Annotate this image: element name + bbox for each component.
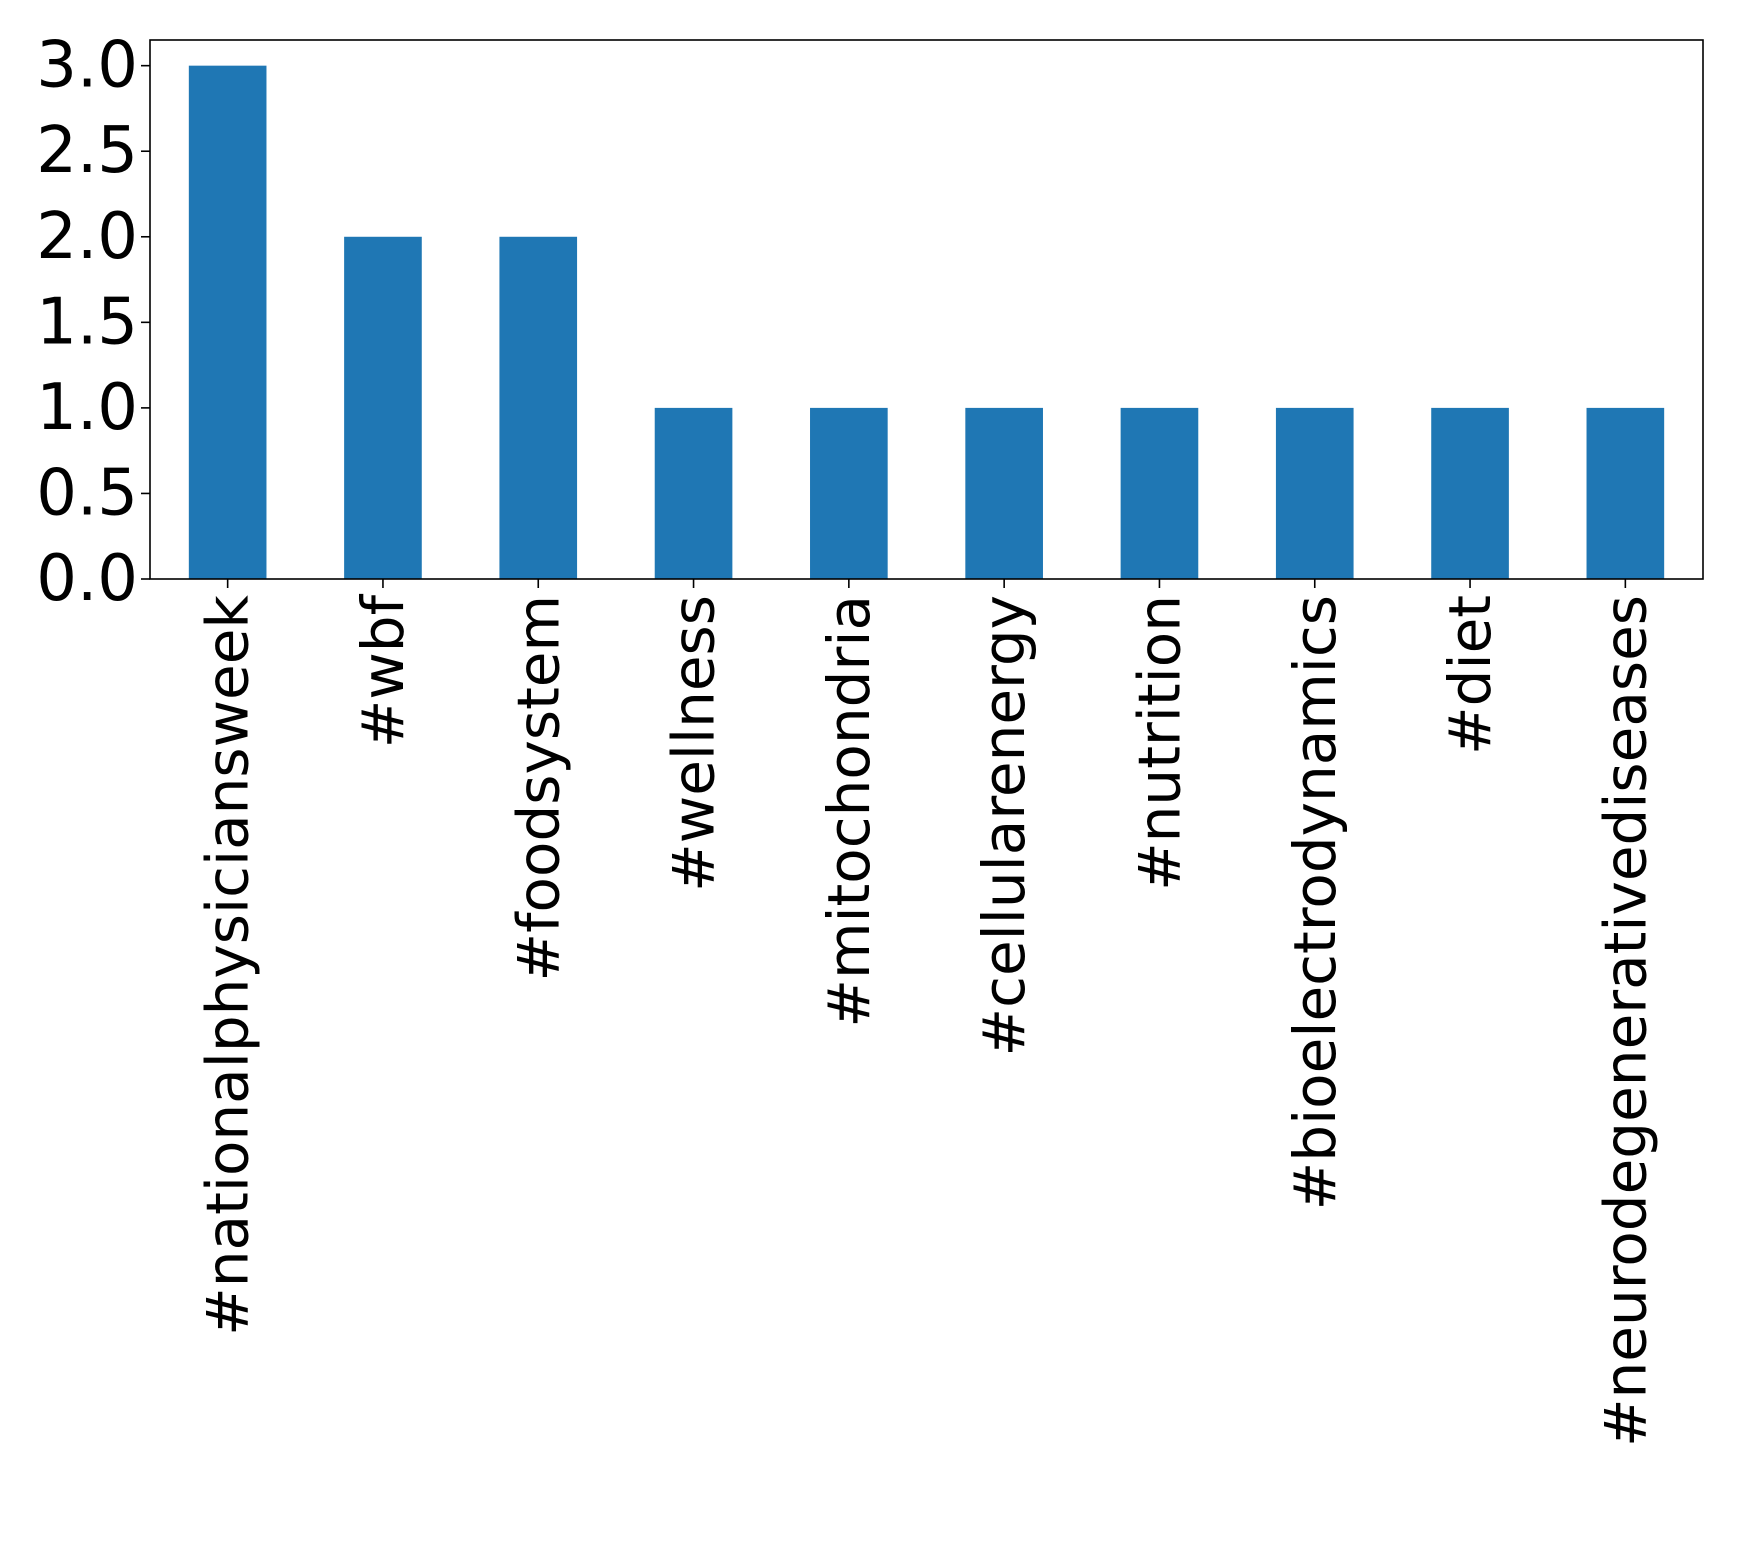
y-tick-label: 0.5	[36, 456, 138, 530]
bar-8	[1431, 407, 1509, 579]
x-tick-label: #mitochondria	[815, 595, 883, 1028]
y-tick-label: 2.5	[36, 114, 138, 188]
bar-5	[965, 407, 1043, 579]
y-tick-label: 2.0	[36, 200, 138, 274]
bars-layer	[188, 65, 1665, 579]
bar-4	[810, 407, 888, 579]
y-tick-label: 3.0	[36, 29, 138, 103]
bar-1	[344, 236, 422, 579]
bar-9	[1586, 407, 1665, 579]
bar-3	[654, 407, 733, 579]
x-tick-label: #nutrition	[1125, 595, 1193, 891]
y-tick-label: 0.0	[36, 542, 138, 616]
bar-6	[1120, 407, 1199, 579]
x-tick-label: #wellness	[660, 595, 728, 892]
bar-7	[1275, 407, 1354, 579]
x-axis: #nationalphysiciansweek #wbf #foodsystem #w…	[194, 579, 1659, 1447]
x-tick-label: #bioelectrodynamics	[1281, 595, 1349, 1210]
bar-0	[188, 65, 267, 579]
x-tick-label: #wbf	[349, 593, 417, 748]
bar-2	[499, 236, 578, 579]
x-tick-label: #foodsystem	[504, 595, 572, 982]
plot-area-frame	[149, 39, 1704, 580]
x-tick-label: #nationalphysiciansweek	[194, 595, 262, 1336]
y-axis: 0.0 0.5 1.0 1.5 2.0 2.5 3.0	[36, 29, 150, 616]
y-tick-label: 1.0	[36, 371, 138, 445]
x-tick-label: #neurodegenerativediseases	[1591, 595, 1659, 1447]
x-tick-label: #cellularenergy	[970, 595, 1038, 1056]
y-tick-label: 1.5	[36, 285, 138, 359]
x-tick-label: #diet	[1436, 595, 1504, 755]
